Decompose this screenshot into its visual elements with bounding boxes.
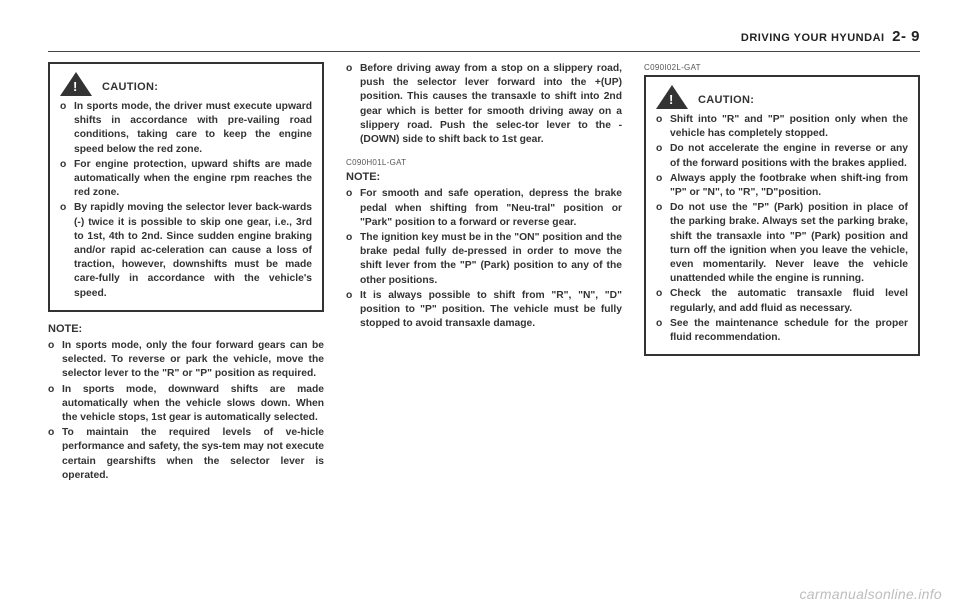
column-2: oBefore driving away from a stop on a sl… <box>346 62 622 484</box>
content-columns: CAUTION: oIn sports mode, the driver mus… <box>48 62 920 484</box>
header-divider <box>48 51 920 52</box>
list-item: oBefore driving away from a stop on a sl… <box>346 62 622 147</box>
section-code: C090I02L-GAT <box>644 62 920 73</box>
column-3: C090I02L-GAT CAUTION: oShift into "R" an… <box>644 62 920 484</box>
section-code: C090H01L-GAT <box>346 157 622 168</box>
note-item: oIn sports mode, downward shifts are mad… <box>48 383 324 426</box>
caution-item: oAlways apply the footbrake when shift-i… <box>656 172 908 200</box>
manual-page: DRIVING YOUR HYUNDAI 2- 9 CAUTION: oIn s… <box>0 0 960 612</box>
caution-header: CAUTION: <box>656 85 908 109</box>
note-title: NOTE: <box>346 170 622 185</box>
caution-label: CAUTION: <box>102 80 158 96</box>
column-1: CAUTION: oIn sports mode, the driver mus… <box>48 62 324 484</box>
caution-header: CAUTION: <box>60 72 312 96</box>
page-header: DRIVING YOUR HYUNDAI 2- 9 <box>48 28 920 45</box>
caution-item: oDo not use the "P" (Park) position in p… <box>656 201 908 286</box>
caution-box-left: CAUTION: oIn sports mode, the driver mus… <box>48 62 324 312</box>
note-item: oIn sports mode, only the four forward g… <box>48 339 324 382</box>
caution-item: oBy rapidly moving the selector lever ba… <box>60 201 312 300</box>
note-item: oThe ignition key must be in the "ON" po… <box>346 231 622 288</box>
caution-label: CAUTION: <box>698 93 754 109</box>
watermark-bottom: carmanualsonline.info <box>800 586 943 602</box>
caution-item: oSee the maintenance schedule for the pr… <box>656 317 908 345</box>
page-number: 2- 9 <box>892 28 920 45</box>
caution-list: oShift into "R" and "P" position only wh… <box>656 113 908 345</box>
caution-box-right: CAUTION: oShift into "R" and "P" positio… <box>644 75 920 356</box>
note-list: oIn sports mode, only the four forward g… <box>48 339 324 483</box>
section-title: DRIVING YOUR HYUNDAI <box>741 32 885 44</box>
caution-item: oFor engine protection, upward shifts ar… <box>60 158 312 201</box>
top-list: oBefore driving away from a stop on a sl… <box>346 62 622 147</box>
note-list: oFor smooth and safe operation, depress … <box>346 187 622 331</box>
warning-triangle-icon <box>60 72 92 96</box>
caution-item: oCheck the automatic transaxle fluid lev… <box>656 287 908 315</box>
note-item: oTo maintain the required levels of ve-h… <box>48 426 324 483</box>
caution-item: oShift into "R" and "P" position only wh… <box>656 113 908 141</box>
caution-list: oIn sports mode, the driver must execute… <box>60 100 312 301</box>
caution-item: oDo not accelerate the engine in reverse… <box>656 142 908 170</box>
note-title: NOTE: <box>48 322 324 337</box>
note-item: oFor smooth and safe operation, depress … <box>346 187 622 230</box>
warning-triangle-icon <box>656 85 688 109</box>
note-item: oIt is always possible to shift from "R"… <box>346 289 622 332</box>
caution-item: oIn sports mode, the driver must execute… <box>60 100 312 157</box>
